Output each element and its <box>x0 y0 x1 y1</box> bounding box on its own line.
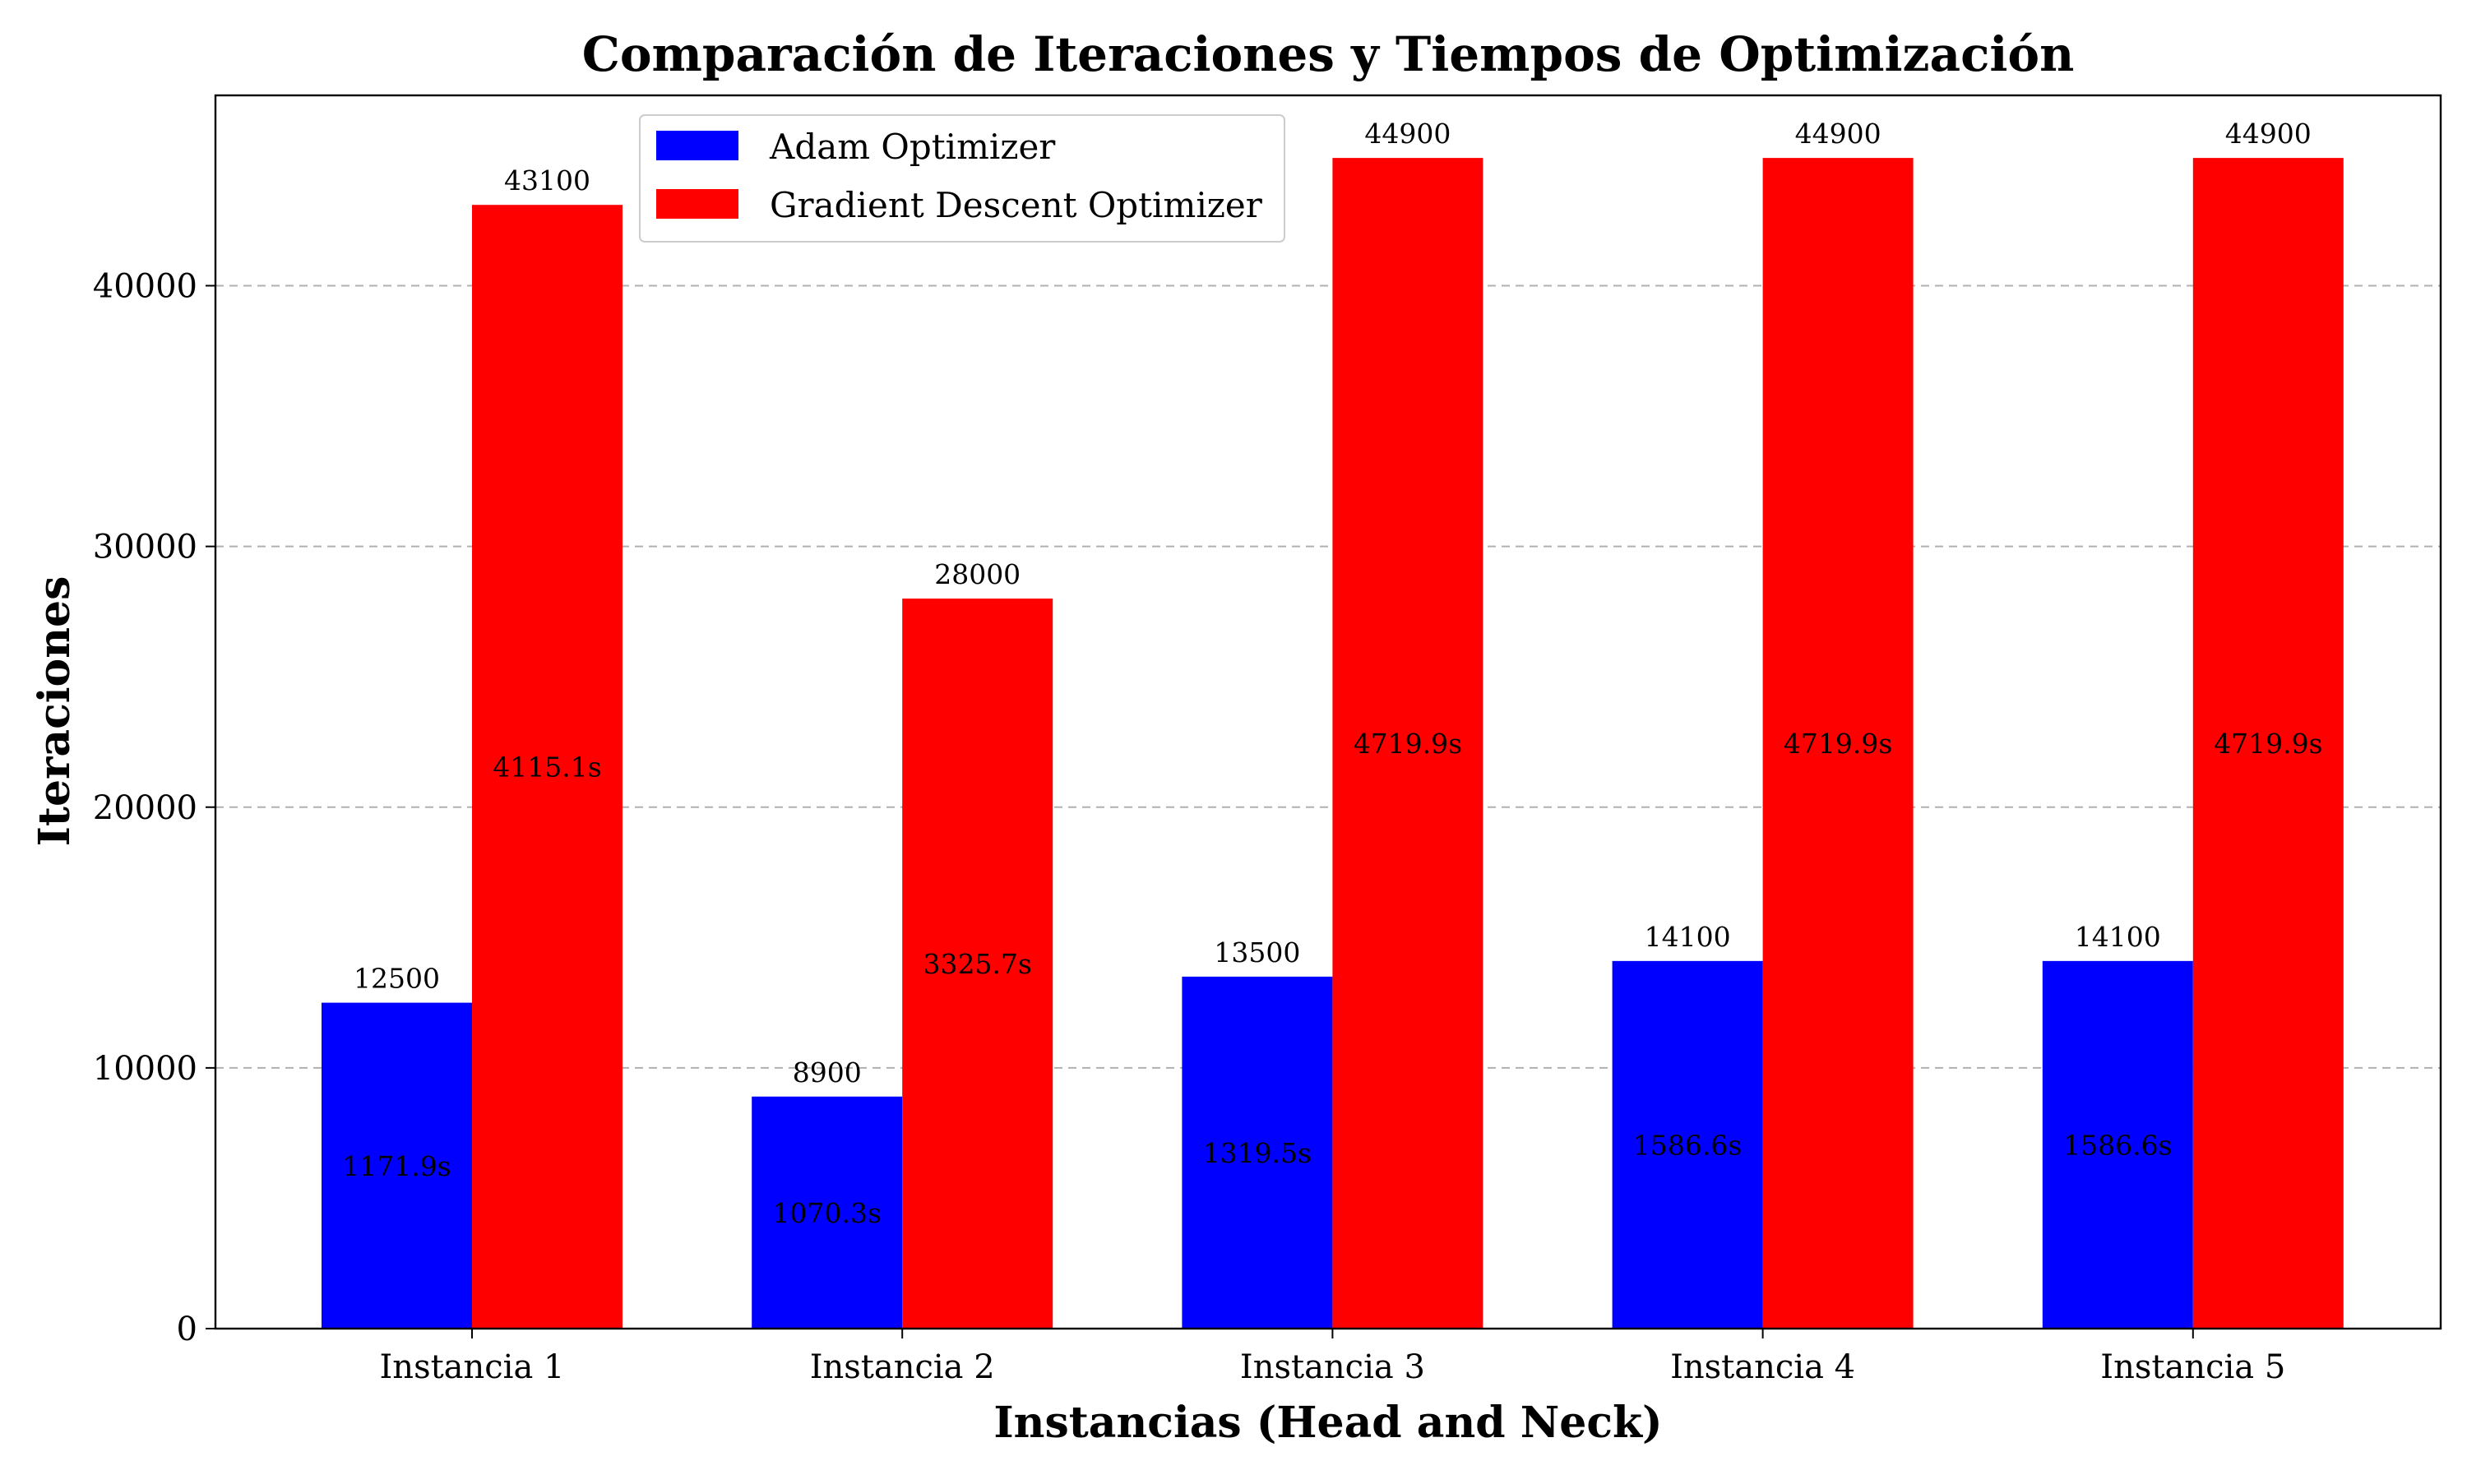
legend-swatch-adam <box>656 131 738 160</box>
legend-label-adam: Adam Optimizer <box>769 127 1056 167</box>
data-labels-layer: 12500 1171.9s 43100 4115.1s 8900 1070.3s 28000… <box>342 118 2322 1229</box>
legend-frame <box>639 114 1285 243</box>
bar-time-label: 1171.9s <box>342 1150 451 1182</box>
y-tick-label: 20000 <box>93 789 197 827</box>
bar-time-label: 4719.9s <box>1784 728 1892 760</box>
y-tick-label: 10000 <box>93 1050 197 1088</box>
bar-gradient-descent <box>1762 158 1914 1329</box>
bar-adam <box>1182 976 1333 1329</box>
bar-value-label: 44900 <box>1795 118 1881 150</box>
bars-layer <box>322 158 2344 1329</box>
chart-title: Comparación de Iteraciones y Tiempos de … <box>582 26 2075 82</box>
bar-gradient-descent <box>2192 158 2344 1329</box>
axes-layer: 0 10000 20000 30000 40000 Instancia 1 Instanci… <box>93 94 2442 1386</box>
bar-adam <box>1612 960 1763 1329</box>
bar-time-label: 3325.7s <box>923 948 1031 980</box>
bar-adam <box>752 1096 903 1329</box>
bar-time-label: 4115.1s <box>493 751 601 784</box>
legend-swatch-gradient-descent <box>656 189 738 219</box>
bar-value-label: 12500 <box>354 963 440 995</box>
x-axis-label: Instancias (Head and Neck) <box>993 1398 1662 1448</box>
x-tick-label: Instancia 5 <box>2100 1348 2285 1386</box>
bar-gradient-descent <box>902 599 1053 1329</box>
y-tick-label: 30000 <box>93 529 197 566</box>
bar-time-label: 4719.9s <box>1354 728 1462 760</box>
bar-adam <box>322 1002 472 1329</box>
bar-value-label: 28000 <box>934 558 1021 590</box>
plot-frame <box>214 94 2442 1330</box>
x-tick-label: Instancia 4 <box>1670 1348 1855 1386</box>
legend-label-gradient-descent: Gradient Descent Optimizer <box>770 185 1263 225</box>
bar-value-label: 14100 <box>1645 921 1731 953</box>
bar-adam <box>2042 960 2193 1329</box>
bar-time-label: 1319.5s <box>1203 1137 1312 1169</box>
x-tick-label: Instancia 1 <box>380 1348 565 1386</box>
y-tick-label: 0 <box>177 1311 197 1348</box>
bar-time-label: 1070.3s <box>772 1197 881 1229</box>
legend: Adam Optimizer Gradient Descent Optimize… <box>639 114 1285 243</box>
x-tick-label: Instancia 3 <box>1240 1348 1425 1386</box>
bar-gradient-descent <box>472 205 623 1329</box>
bar-value-label: 44900 <box>1364 118 1451 150</box>
bar-time-label: 1586.6s <box>2063 1129 2172 1161</box>
bar-value-label: 44900 <box>2225 118 2312 150</box>
y-tick-label: 40000 <box>93 268 197 306</box>
bar-value-label: 13500 <box>1214 936 1300 969</box>
bar-gradient-descent <box>1332 158 1483 1329</box>
y-axis-label: Iteraciones <box>30 576 80 847</box>
bar-value-label: 14100 <box>2075 921 2161 953</box>
bar-time-label: 1586.6s <box>1633 1129 1742 1161</box>
x-tick-label: Instancia 2 <box>810 1348 995 1386</box>
bar-value-label: 8900 <box>793 1056 862 1089</box>
bar-value-label: 43100 <box>504 164 590 196</box>
bar-time-label: 4719.9s <box>2214 728 2322 760</box>
